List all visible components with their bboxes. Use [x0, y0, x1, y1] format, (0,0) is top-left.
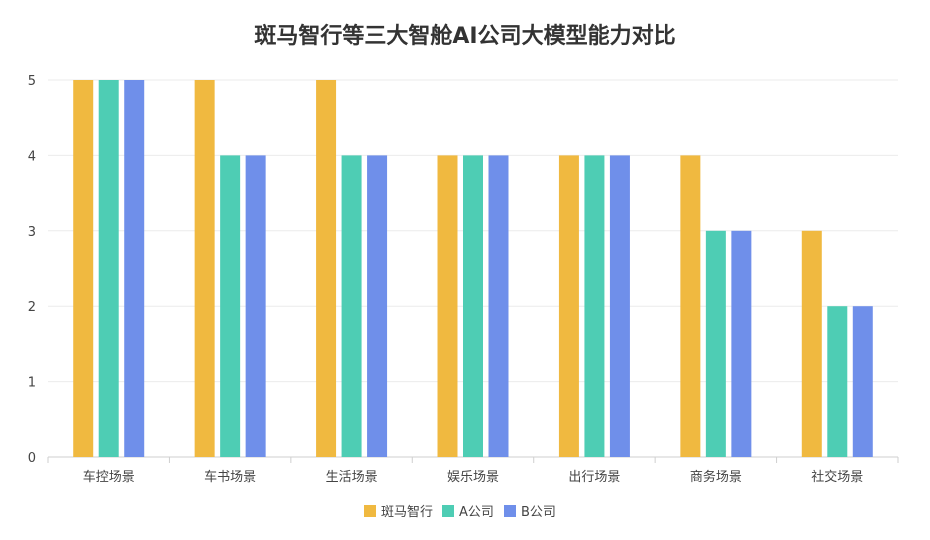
y-tick-label: 0: [28, 451, 36, 466]
bar-1-3[interactable]: [316, 80, 337, 457]
bar-1-4[interactable]: [437, 155, 458, 457]
y-tick-label: 4: [28, 149, 36, 164]
legend-swatch: [504, 505, 516, 517]
y-tick-label: 5: [28, 74, 36, 89]
y-tick-label: 2: [28, 300, 36, 315]
bar-3-3[interactable]: [367, 155, 388, 457]
bar-1-6[interactable]: [680, 155, 701, 457]
bar-3-5[interactable]: [609, 155, 630, 457]
x-tick-label: 出行场景: [568, 470, 620, 485]
legend-swatch: [442, 505, 454, 517]
x-tick-label: 生活场景: [326, 470, 378, 485]
x-tick-label: 社交场景: [811, 469, 863, 485]
chart-title: 斑马智行等三大智舱AI公司大模型能力对比: [254, 24, 676, 49]
legend-label[interactable]: 斑马智行: [381, 505, 433, 520]
legend-label[interactable]: A公司: [459, 505, 494, 520]
x-tick-label: 车书场景: [204, 469, 256, 485]
legend-label[interactable]: B公司: [521, 505, 556, 520]
bar-3-4[interactable]: [488, 155, 509, 457]
bar-3-6[interactable]: [731, 230, 752, 457]
legend-swatch: [364, 505, 376, 517]
x-tick-label: 商务场景: [690, 469, 742, 485]
bar-3-7[interactable]: [852, 306, 873, 457]
bar-1-5[interactable]: [558, 155, 579, 457]
bar-2-2[interactable]: [220, 155, 241, 457]
y-tick-label: 1: [28, 376, 36, 391]
bar-2-4[interactable]: [463, 155, 483, 457]
bar-2-5[interactable]: [584, 155, 605, 457]
bar-3-1[interactable]: [124, 80, 145, 457]
x-tick-label: 娱乐场景: [447, 470, 499, 485]
bar-1-1[interactable]: [73, 80, 94, 457]
bar-1-2[interactable]: [194, 80, 215, 457]
bar-2-7[interactable]: [827, 306, 848, 457]
bar-2-6[interactable]: [705, 230, 726, 457]
bar-3-2[interactable]: [245, 155, 266, 457]
y-tick-label: 3: [28, 225, 36, 240]
bar-1-7[interactable]: [801, 230, 822, 457]
x-tick-label: 车控场景: [83, 469, 135, 485]
bar-2-3[interactable]: [341, 155, 362, 457]
bar-2-1[interactable]: [98, 80, 119, 457]
